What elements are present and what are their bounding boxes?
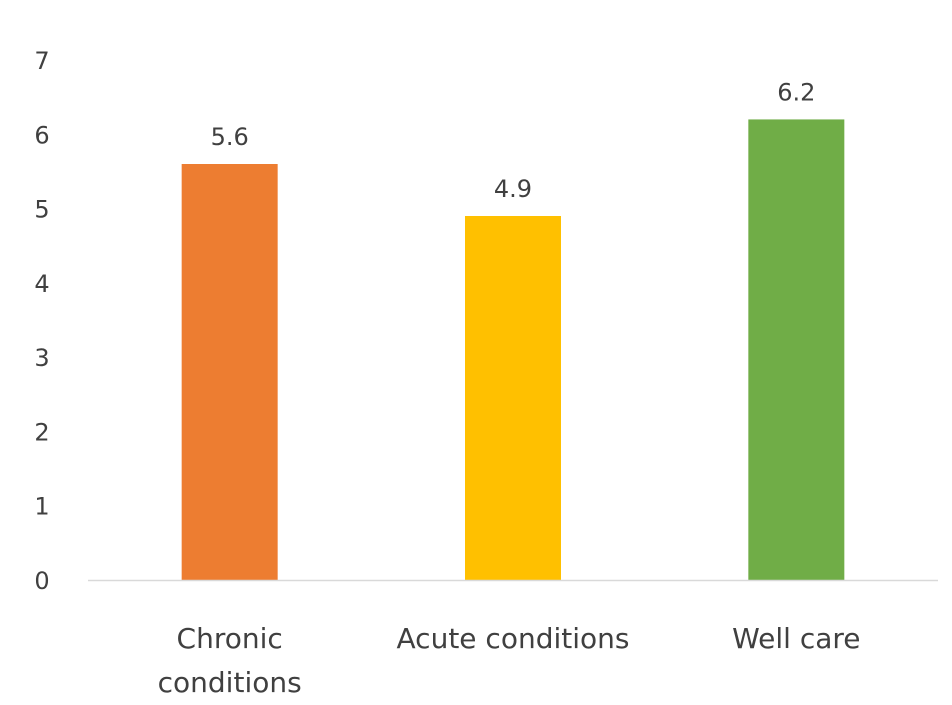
data-labels-group: 5.6 4.9 6.2 <box>211 78 816 203</box>
bar <box>465 216 561 580</box>
y-tick-label: 2 <box>34 418 49 446</box>
y-tick-label: 0 <box>34 567 49 595</box>
y-tick-label: 1 <box>34 493 49 521</box>
bars-group <box>181 119 845 580</box>
y-axis-ticks: 0 1 2 3 4 5 6 7 <box>34 47 49 595</box>
y-tick-label: 4 <box>34 270 49 298</box>
x-category-label: Acute conditions <box>397 622 630 655</box>
x-category-label: conditions <box>158 666 302 699</box>
data-label: 5.6 <box>211 123 249 151</box>
x-axis-labels: Chronic conditions Acute conditions Well ca… <box>158 622 861 699</box>
y-tick-label: 5 <box>34 196 49 224</box>
data-label: 6.2 <box>777 78 815 106</box>
bar <box>181 164 278 580</box>
y-tick-label: 7 <box>34 47 49 75</box>
bar <box>748 119 845 580</box>
y-tick-label: 6 <box>34 121 49 149</box>
y-tick-label: 3 <box>34 344 49 372</box>
data-label: 4.9 <box>494 175 532 203</box>
x-category-label: Well care <box>732 622 860 655</box>
x-category-label: Chronic <box>177 622 283 655</box>
